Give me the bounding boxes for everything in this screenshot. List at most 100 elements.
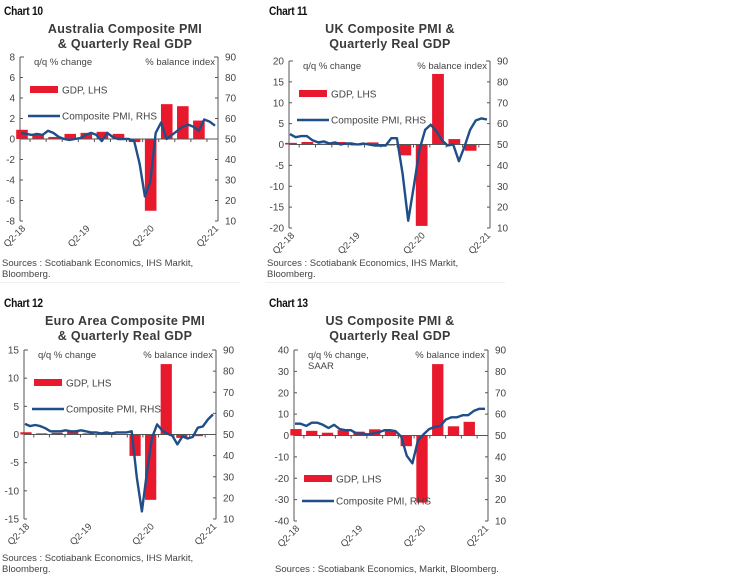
right-tick-label: 60 [225,114,237,125]
legend-gdp-swatch [34,379,62,386]
sources-line-2: Bloomberg. [2,564,51,575]
chart-panel-australia: Chart 10 Australia Composite PMI & Quart… [0,0,250,285]
gdp-bar [337,430,349,436]
legend-pmi-label: Composite PMI, RHS [331,116,426,127]
gdp-bar [160,104,173,139]
left-tick-label: -10 [275,452,290,463]
gdp-bar [290,429,302,436]
gdp-bar [432,73,444,145]
gdp-bar [464,144,477,151]
gdp-bar [399,144,412,156]
x-tick-label: Q2-21 [193,521,219,547]
left-tick-label: 4 [9,94,15,105]
left-tick-label: 0 [9,135,15,146]
chart-panel-us: Chart 13 US Composite PMI & Quarterly Re… [265,292,515,577]
gdp-bar [129,434,141,456]
right-tick-label: 10 [223,515,235,526]
left-tick-label: 30 [278,367,290,378]
separator [265,282,505,283]
left-tick-label: 20 [278,388,290,399]
legend-gdp-swatch [304,475,332,482]
chart-title-line-2: & Quarterly Real GDP [57,329,193,343]
sources-line-1: Sources : Scotiabank Economics, IHS Mark… [2,553,194,564]
right-tick-label: 20 [497,203,509,214]
left-tick-label: -6 [6,196,15,207]
gdp-bar [64,133,77,139]
left-tick-label: 5 [13,402,19,413]
gdp-bar [32,133,44,139]
left-tick-label: -20 [275,474,290,485]
gdp-bar [191,434,204,437]
right-tick-label: 50 [225,135,237,146]
left-tick-label: -8 [6,217,15,228]
left-tick-label: -10 [270,182,285,193]
chart-title: US Composite PMI & Quarterly Real GDP [265,314,515,344]
legend-gdp-swatch [299,90,327,97]
right-tick-label: 90 [223,346,235,357]
left-tick-label: 2 [9,114,15,125]
right-tick-label: 80 [497,77,509,88]
chart-title-line-1: Euro Area Composite PMI [45,314,205,328]
right-tick-label: 80 [495,367,507,378]
chart-number: Chart 12 [4,296,43,310]
gdp-bar [20,432,32,435]
right-tick-label: 40 [225,155,237,166]
left-tick-label: 0 [283,431,289,442]
right-tick-label: 30 [223,472,235,483]
legend-pmi-label: Composite PMI, RHS [66,405,161,416]
x-tick-label: Q2-20 [130,521,156,547]
right-tick-label: 40 [497,161,509,172]
gdp-bar [463,421,475,436]
chart-number: Chart 10 [4,4,43,18]
chart-panel-uk: Chart 11 UK Composite PMI & Quarterly Re… [265,0,515,285]
chart-sources: Sources : Scotiabank Economics, Markit, … [275,564,499,575]
gdp-bar [160,364,172,435]
x-tick-label: Q2-20 [401,230,427,256]
gdp-bar [35,433,48,435]
gdp-bar [285,142,297,145]
x-tick-label: Q2-19 [68,521,94,547]
gdp-bar [301,141,314,145]
chart-panel-euro-area: Chart 12 Euro Area Composite PMI & Quart… [0,292,250,577]
gdp-bar [48,136,60,139]
x-tick-label: Q2-21 [467,230,493,256]
left-tick-label: 20 [273,57,285,68]
right-tick-label: 80 [225,73,237,84]
left-tick-label: -4 [6,176,15,187]
right-tick-label: 20 [223,493,235,504]
right-tick-label: 90 [495,346,507,357]
left-tick-label: 10 [278,410,290,421]
left-axis-title: q/q % change [38,350,96,361]
right-tick-label: 70 [225,94,237,105]
right-tick-label: 60 [495,410,507,421]
chart-svg: -40 -30 -20 -10 0 10 20 30 40 10 20 30 40 50 60 70 80 90 q… [275,346,507,550]
gdp-bar [112,133,125,139]
right-tick-label: 90 [225,53,237,64]
right-tick-label: 60 [497,119,509,130]
chart-title-line-1: US Composite PMI & [325,314,455,328]
right-tick-label: 10 [497,224,509,235]
pmi-line [295,407,485,465]
left-tick-label: 0 [13,430,19,441]
chart-title: Australia Composite PMI & Quarterly Real… [0,22,250,52]
right-tick-label: 20 [495,495,507,506]
chart-title-line-2: Quarterly Real GDP [329,329,451,343]
right-tick-label: 50 [223,430,235,441]
left-tick-label: 6 [9,73,15,84]
pmi-line [20,118,216,198]
chart-sources: Sources : Scotiabank Economics, IHS Mark… [267,258,458,280]
chart-svg: -15 -10 -5 0 5 10 15 10 20 30 40 50 60 70 80 90 q/q % ch… [5,346,235,548]
gdp-bar [306,430,318,436]
right-axis-title: % balance index [415,350,485,361]
left-axis-title: SAAR [308,361,334,372]
left-tick-label: 10 [273,98,285,109]
x-tick-label: Q2-21 [465,523,491,549]
chart-svg: -8 -6 -4 -2 0 2 4 6 8 10 20 30 40 50 60 70 80 90 q/q % cha… [2,53,237,250]
sources-line-1: Sources : Scotiabank Economics, IHS Mark… [267,258,459,269]
right-tick-label: 10 [225,217,237,228]
right-axis-title: % balance index [143,350,213,361]
gdp-bar [366,142,379,145]
chart-number: Chart 13 [269,296,308,310]
gdp-bar [82,433,94,435]
x-tick-label: Q2-20 [402,523,428,549]
